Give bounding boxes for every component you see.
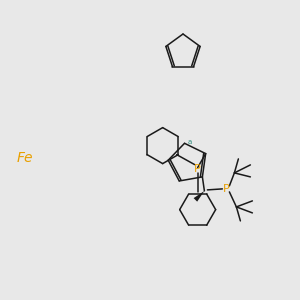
Polygon shape bbox=[194, 191, 204, 202]
Text: P: P bbox=[223, 184, 230, 194]
Text: P: P bbox=[194, 164, 201, 174]
Text: Fe: Fe bbox=[17, 151, 33, 165]
Text: a: a bbox=[188, 139, 192, 145]
